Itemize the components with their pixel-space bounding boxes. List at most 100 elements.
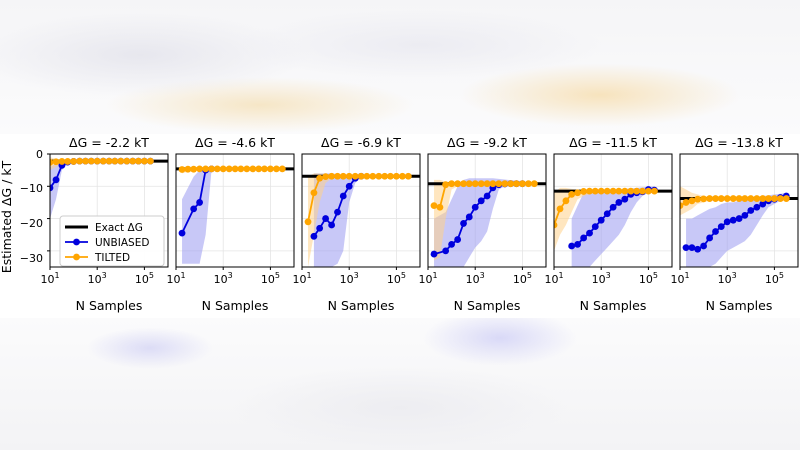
x-tick-label: 105	[261, 271, 280, 286]
x-tick-label-exponent: 1	[558, 271, 563, 280]
x-tick-label-exponent: 1	[54, 271, 59, 280]
unbiased-data-point	[50, 184, 54, 192]
tilted-data-point	[255, 165, 263, 173]
x-tick-label: 103	[340, 271, 359, 286]
x-axis-label: N Samples	[202, 298, 269, 313]
panel-plot-area	[176, 165, 294, 264]
tilted-data-point	[513, 180, 520, 188]
unbiased-data-point	[454, 236, 462, 243]
tilted-data-point	[82, 157, 89, 165]
unbiased-data-point	[729, 216, 737, 224]
x-tick-label-exponent: 1	[432, 271, 437, 280]
panel-title: ΔG = -6.9 kT	[321, 135, 401, 150]
tilted-data-point	[489, 180, 497, 188]
x-tick-label-exponent: 1	[180, 271, 185, 280]
panel-plot-area	[302, 172, 420, 267]
panel-plot-area	[428, 178, 546, 267]
tilted-data-point	[495, 180, 503, 188]
panel-title: ΔG = -11.5 kT	[569, 135, 657, 150]
x-tick-label-exponent: 3	[354, 271, 359, 280]
figure: Estimated ΔG / kT 0 −10 −20 −30 ΔG = -2.…	[0, 134, 800, 318]
tilted-data-point	[351, 172, 359, 180]
panel-frame	[553, 153, 673, 268]
panel-plot-area	[680, 186, 798, 267]
unbiased-data-point	[477, 197, 485, 205]
unbiased-data-point	[442, 247, 450, 255]
tilted-data-point	[208, 165, 215, 173]
x-tick-label: 105	[513, 271, 532, 286]
unbiased-data-point	[460, 220, 467, 227]
x-tick-label: 101	[670, 271, 689, 286]
tilted-data-point	[454, 180, 462, 188]
legend-swatch-marker	[73, 238, 80, 246]
unbiased-confidence-band	[313, 173, 362, 267]
tilted-data-point	[387, 172, 394, 180]
tilted-data-point	[93, 157, 101, 165]
tilted-data-point	[231, 165, 239, 173]
tilted-data-point	[562, 197, 570, 205]
unbiased-data-point	[316, 224, 324, 232]
tilted-data-point	[213, 165, 221, 173]
tilted-data-point	[147, 157, 154, 165]
unbiased-confidence-band	[434, 178, 523, 267]
x-tick-label-base: 10	[166, 273, 180, 286]
panel-title: ΔG = -9.2 kT	[447, 135, 527, 150]
tilted-data-point	[50, 158, 54, 166]
unbiased-data-point	[712, 228, 719, 235]
tilted-data-point	[771, 195, 778, 202]
tilted-data-point	[729, 195, 737, 202]
tilted-data-point	[243, 165, 251, 173]
tilted-data-point	[586, 187, 593, 195]
free-energy-chart: Estimated ΔG / kT 0 −10 −20 −30 ΔG = -2.…	[0, 135, 799, 313]
x-tick-label: 101	[544, 271, 563, 286]
tilted-data-point	[525, 180, 532, 188]
x-tick-label: 103	[88, 271, 107, 286]
x-tick-label: 101	[40, 271, 59, 286]
tilted-data-point	[190, 165, 198, 173]
tilted-data-point	[747, 195, 755, 202]
x-tick-label-exponent: 5	[779, 271, 784, 280]
tilted-data-point	[765, 195, 772, 202]
tilted-data-point	[339, 172, 347, 180]
tilted-data-point	[460, 180, 467, 188]
x-tick-label-exponent: 1	[684, 271, 689, 280]
tilted-data-point	[178, 166, 186, 173]
unbiased-data-point	[597, 216, 605, 224]
tilted-data-point	[633, 187, 641, 195]
tilted-data-point	[741, 195, 749, 202]
tilted-data-point	[609, 187, 617, 195]
unbiased-data-point	[483, 192, 491, 200]
x-tick-label-base: 10	[135, 273, 149, 286]
x-tick-label-exponent: 3	[606, 271, 611, 280]
tilted-data-point	[782, 195, 790, 202]
tilted-data-point	[117, 157, 125, 165]
tilted-data-point	[278, 165, 286, 173]
tilted-data-point	[591, 187, 599, 195]
tilted-data-point	[99, 157, 107, 165]
x-tick-label-base: 10	[88, 273, 102, 286]
legend-entry-label: UNBIASED	[95, 237, 149, 249]
x-tick-label-base: 10	[639, 273, 653, 286]
y-tick-label: −10	[20, 182, 43, 195]
x-tick-label: 105	[387, 271, 406, 286]
tilted-data-point	[202, 165, 210, 173]
x-tick-label: 103	[466, 271, 485, 286]
tilted-data-point	[404, 172, 412, 180]
tilted-data-point	[483, 180, 491, 188]
tilted-data-point	[334, 172, 341, 180]
unbiased-data-point	[178, 229, 186, 237]
tilted-data-point	[123, 157, 131, 165]
tilted-data-point	[507, 180, 515, 188]
unbiased-data-point	[621, 195, 629, 203]
tilted-data-point	[64, 158, 72, 165]
tilted-data-point	[219, 165, 227, 173]
x-tick-label: 105	[135, 271, 154, 286]
tilted-data-point	[680, 202, 684, 210]
unbiased-data-point	[717, 223, 725, 231]
unbiased-confidence-band	[182, 168, 212, 264]
tilted-data-point	[688, 197, 696, 205]
tilted-data-point	[477, 180, 485, 188]
unbiased-data-point	[586, 229, 593, 237]
